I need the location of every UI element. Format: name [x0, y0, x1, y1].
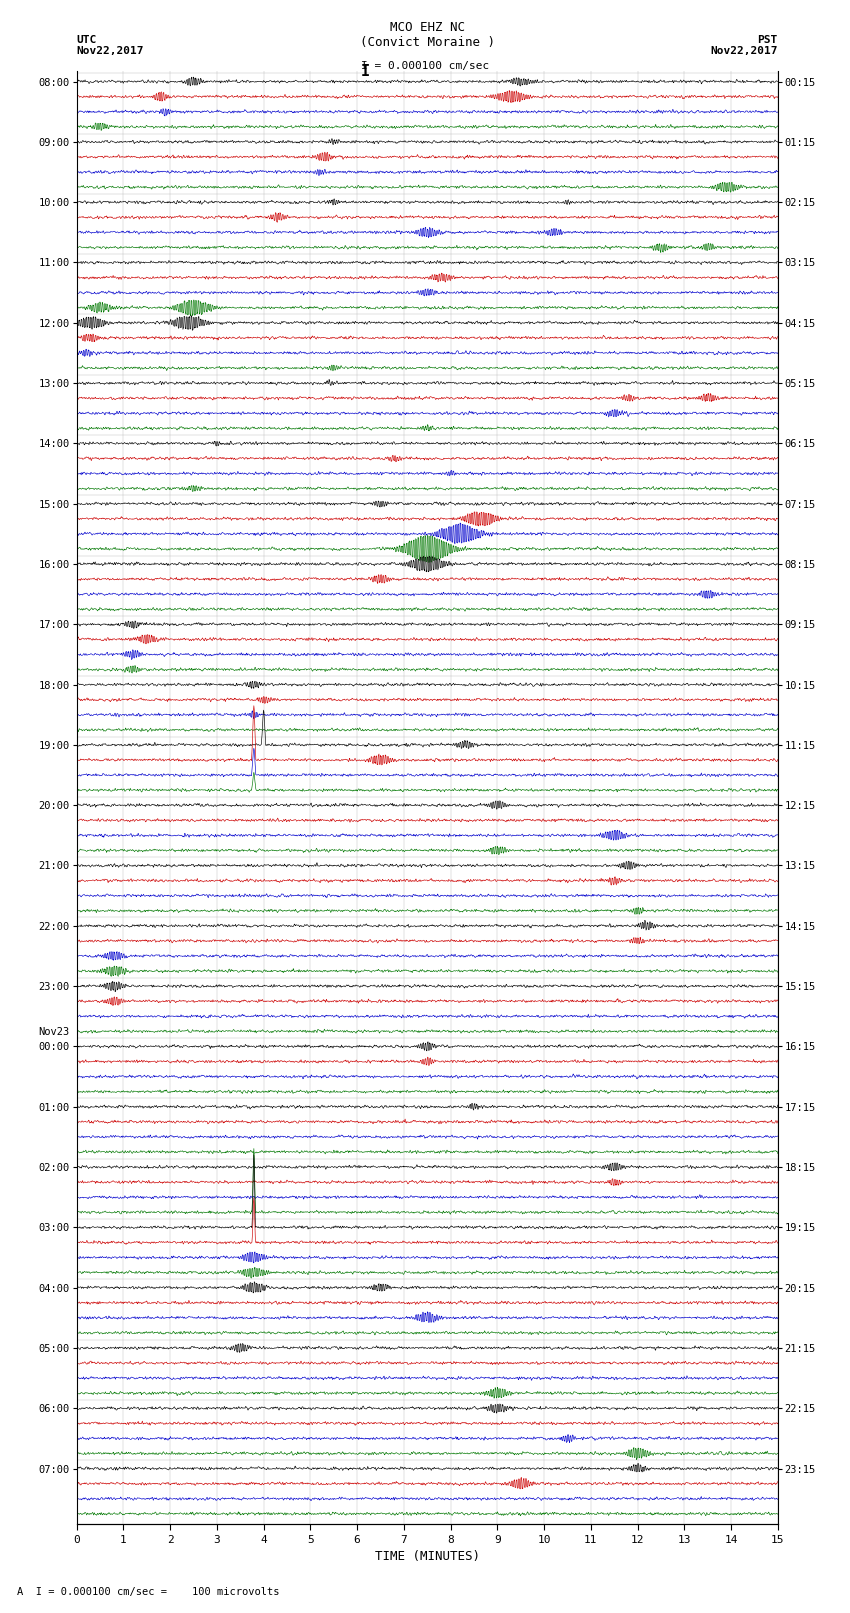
Text: Nov22,2017: Nov22,2017: [711, 47, 778, 56]
X-axis label: TIME (MINUTES): TIME (MINUTES): [375, 1550, 479, 1563]
Text: PST: PST: [757, 35, 778, 45]
Text: Nov23: Nov23: [38, 1027, 70, 1037]
Text: I: I: [361, 65, 370, 79]
Title: MCO EHZ NC
(Convict Moraine ): MCO EHZ NC (Convict Moraine ): [360, 21, 495, 48]
Text: I = 0.000100 cm/sec: I = 0.000100 cm/sec: [361, 61, 489, 71]
Text: A  I = 0.000100 cm/sec =    100 microvolts: A I = 0.000100 cm/sec = 100 microvolts: [17, 1587, 280, 1597]
Text: UTC: UTC: [76, 35, 97, 45]
Text: Nov22,2017: Nov22,2017: [76, 47, 144, 56]
